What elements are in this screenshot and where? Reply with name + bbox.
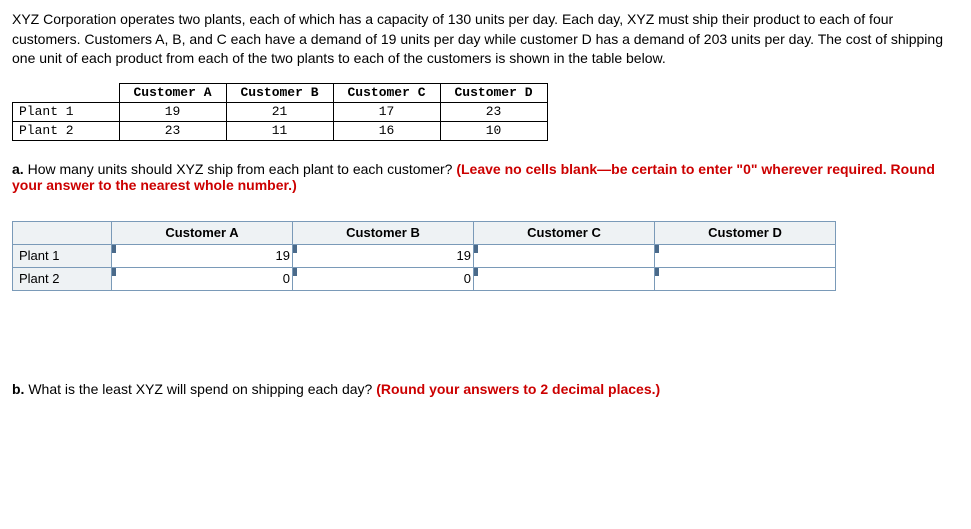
question-a: a. How many units should XYZ ship from e… (12, 161, 959, 193)
cell-marker-icon (655, 268, 659, 276)
cell-marker-icon (293, 245, 297, 253)
cost-row-label: Plant 2 (13, 121, 120, 140)
cost-table-corner (13, 83, 120, 102)
cost-row-label: Plant 1 (13, 102, 120, 121)
answer-input-p1-b[interactable] (293, 247, 473, 265)
cell-marker-icon (112, 245, 116, 253)
cost-cell: 21 (226, 102, 333, 121)
answer-row-plant2: Plant 2 (13, 267, 836, 290)
answer-col-a: Customer A (112, 221, 293, 244)
question-b-text: What is the least XYZ will spend on ship… (28, 381, 376, 397)
answer-input-p1-a[interactable] (112, 247, 292, 265)
problem-statement: XYZ Corporation operates two plants, eac… (12, 10, 959, 69)
cost-row-plant2: Plant 2 23 11 16 10 (13, 121, 548, 140)
cost-cell: 16 (333, 121, 440, 140)
question-b: b. What is the least XYZ will spend on s… (12, 381, 959, 397)
cell-marker-icon (655, 245, 659, 253)
cost-table: Customer A Customer B Customer C Custome… (12, 83, 548, 141)
answer-col-c: Customer C (474, 221, 655, 244)
answer-col-b: Customer B (293, 221, 474, 244)
answer-col-d: Customer D (655, 221, 836, 244)
cost-col-a: Customer A (119, 83, 226, 102)
cost-col-c: Customer C (333, 83, 440, 102)
answer-row-label: Plant 1 (13, 244, 112, 267)
cell-marker-icon (293, 268, 297, 276)
cost-cell: 11 (226, 121, 333, 140)
answer-input-p1-d[interactable] (655, 247, 835, 265)
cost-row-plant1: Plant 1 19 21 17 23 (13, 102, 548, 121)
answer-input-p1-c[interactable] (474, 247, 654, 265)
answer-table: Customer A Customer B Customer C Custome… (12, 221, 836, 291)
cell-marker-icon (474, 268, 478, 276)
cell-marker-icon (112, 268, 116, 276)
answer-row-label: Plant 2 (13, 267, 112, 290)
answer-input-p2-b[interactable] (293, 270, 473, 288)
answer-input-p2-c[interactable] (474, 270, 654, 288)
cost-cell: 23 (440, 102, 547, 121)
question-a-text: How many units should XYZ ship from each… (28, 161, 457, 177)
cost-cell: 19 (119, 102, 226, 121)
cell-marker-icon (474, 245, 478, 253)
question-b-label: b. (12, 381, 24, 397)
answer-table-corner (13, 221, 112, 244)
question-b-hint: (Round your answers to 2 decimal places.… (376, 381, 660, 397)
cost-cell: 23 (119, 121, 226, 140)
cost-col-b: Customer B (226, 83, 333, 102)
answer-input-p2-d[interactable] (655, 270, 835, 288)
question-a-label: a. (12, 161, 24, 177)
cost-cell: 10 (440, 121, 547, 140)
cost-cell: 17 (333, 102, 440, 121)
cost-col-d: Customer D (440, 83, 547, 102)
answer-input-p2-a[interactable] (112, 270, 292, 288)
answer-row-plant1: Plant 1 (13, 244, 836, 267)
